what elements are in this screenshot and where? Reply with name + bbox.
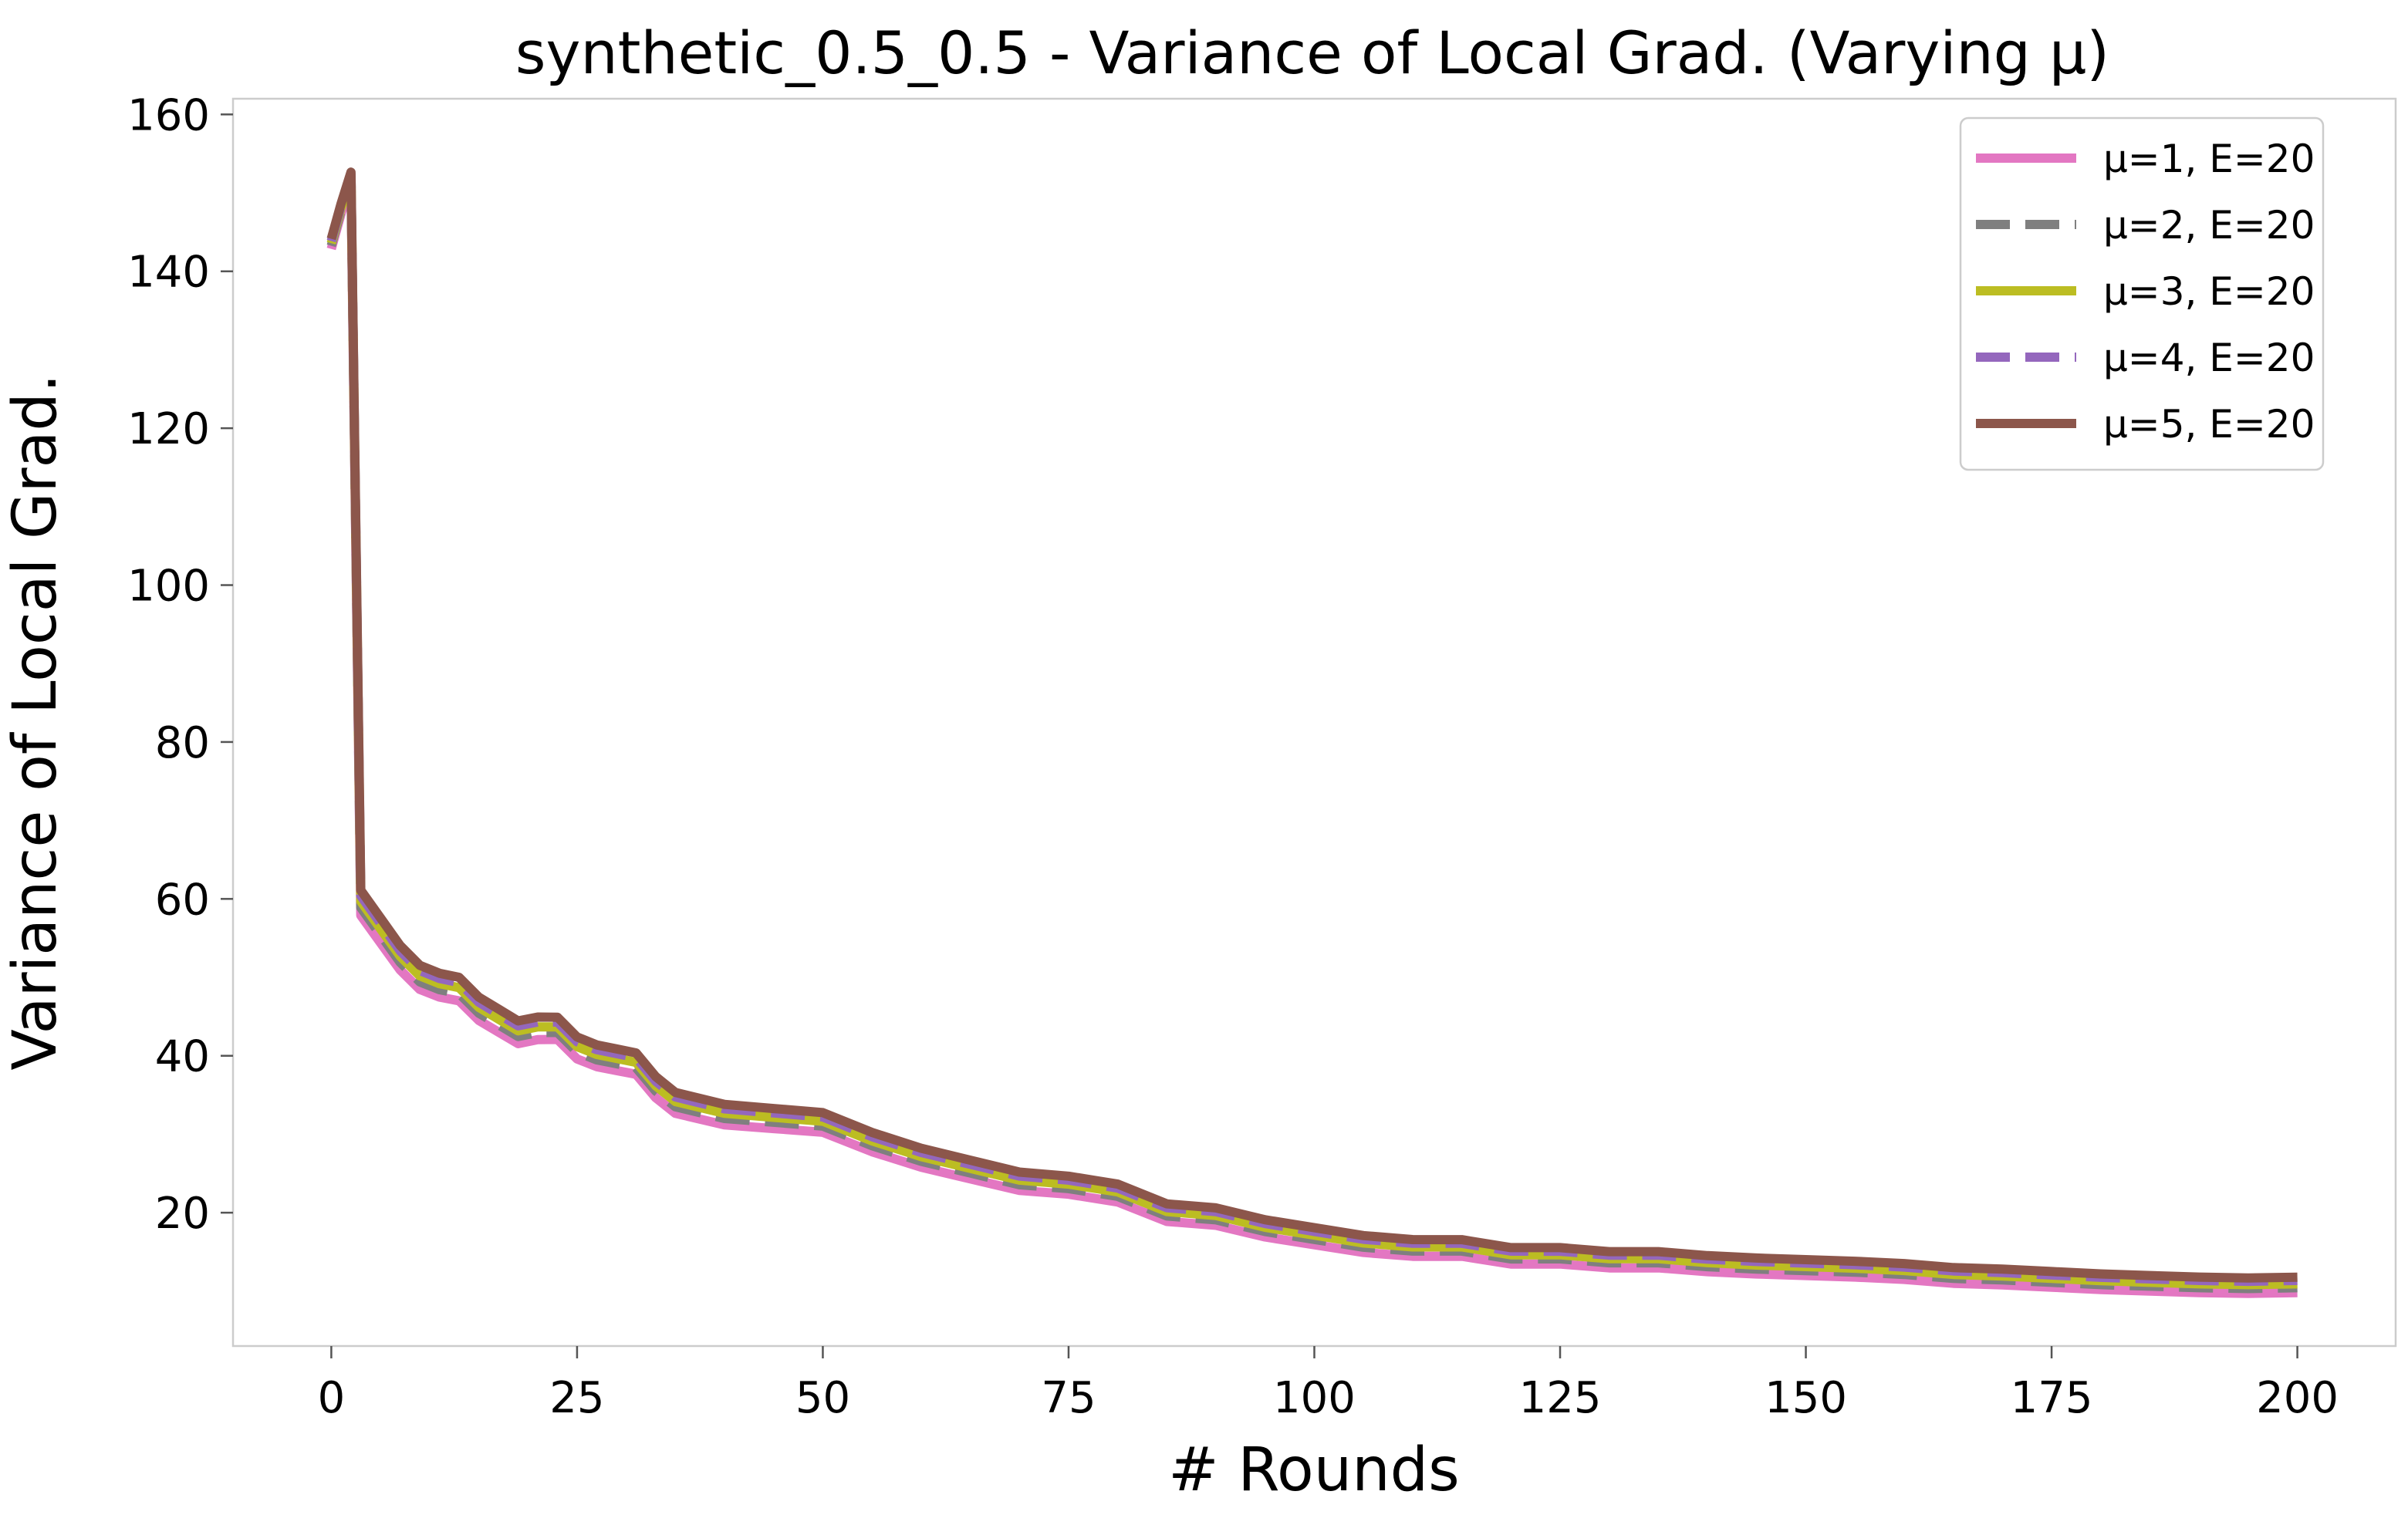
x-tick-label: 75 xyxy=(1041,1373,1096,1423)
y-tick-label: 140 xyxy=(127,248,210,298)
legend-label: μ=3, E=20 xyxy=(2103,269,2315,314)
x-tick-label: 150 xyxy=(1765,1373,1847,1423)
series-line-mu-5 xyxy=(326,167,2298,1283)
x-axis: 0 25 50 75 100 125 150 175 200 xyxy=(318,1346,2339,1423)
x-tick-label: 0 xyxy=(318,1373,346,1423)
legend-label: μ=5, E=20 xyxy=(2103,402,2315,447)
x-tick-label: 200 xyxy=(2256,1373,2339,1423)
series-layer xyxy=(326,167,2298,1298)
x-axis-label: # Rounds xyxy=(1168,1436,1460,1505)
y-tick-label: 120 xyxy=(127,404,210,454)
y-axis-label: Variance of Local Grad. xyxy=(1,373,70,1070)
legend-box xyxy=(1959,116,2325,471)
chart-title: synthetic_0.5_0.5 - Variance of Local Gr… xyxy=(515,19,2109,87)
y-tick-label: 60 xyxy=(155,875,210,925)
y-tick-label: 100 xyxy=(127,562,210,612)
x-tick-label: 175 xyxy=(2011,1373,2093,1423)
legend-label: μ=4, E=20 xyxy=(2103,336,2315,380)
x-tick-label: 25 xyxy=(549,1373,604,1423)
y-tick-label: 20 xyxy=(155,1189,210,1239)
x-tick-label: 125 xyxy=(1519,1373,1602,1423)
y-tick-label: 160 xyxy=(127,90,210,140)
y-tick-label: 40 xyxy=(155,1032,210,1082)
legend: μ=1, E=20 μ=2, E=20 μ=3, E=20 μ=4, E=20 μ=5,… xyxy=(1959,116,2325,471)
y-tick-label: 80 xyxy=(155,718,210,768)
series-line-mu-1 xyxy=(326,177,2298,1298)
x-tick-label: 100 xyxy=(1273,1373,1356,1423)
x-tick-label: 50 xyxy=(795,1373,850,1423)
legend-label: μ=2, E=20 xyxy=(2103,203,2315,248)
legend-label: μ=1, E=20 xyxy=(2103,137,2315,181)
y-axis: 20 40 60 80 100 120 140 160 xyxy=(127,90,233,1239)
